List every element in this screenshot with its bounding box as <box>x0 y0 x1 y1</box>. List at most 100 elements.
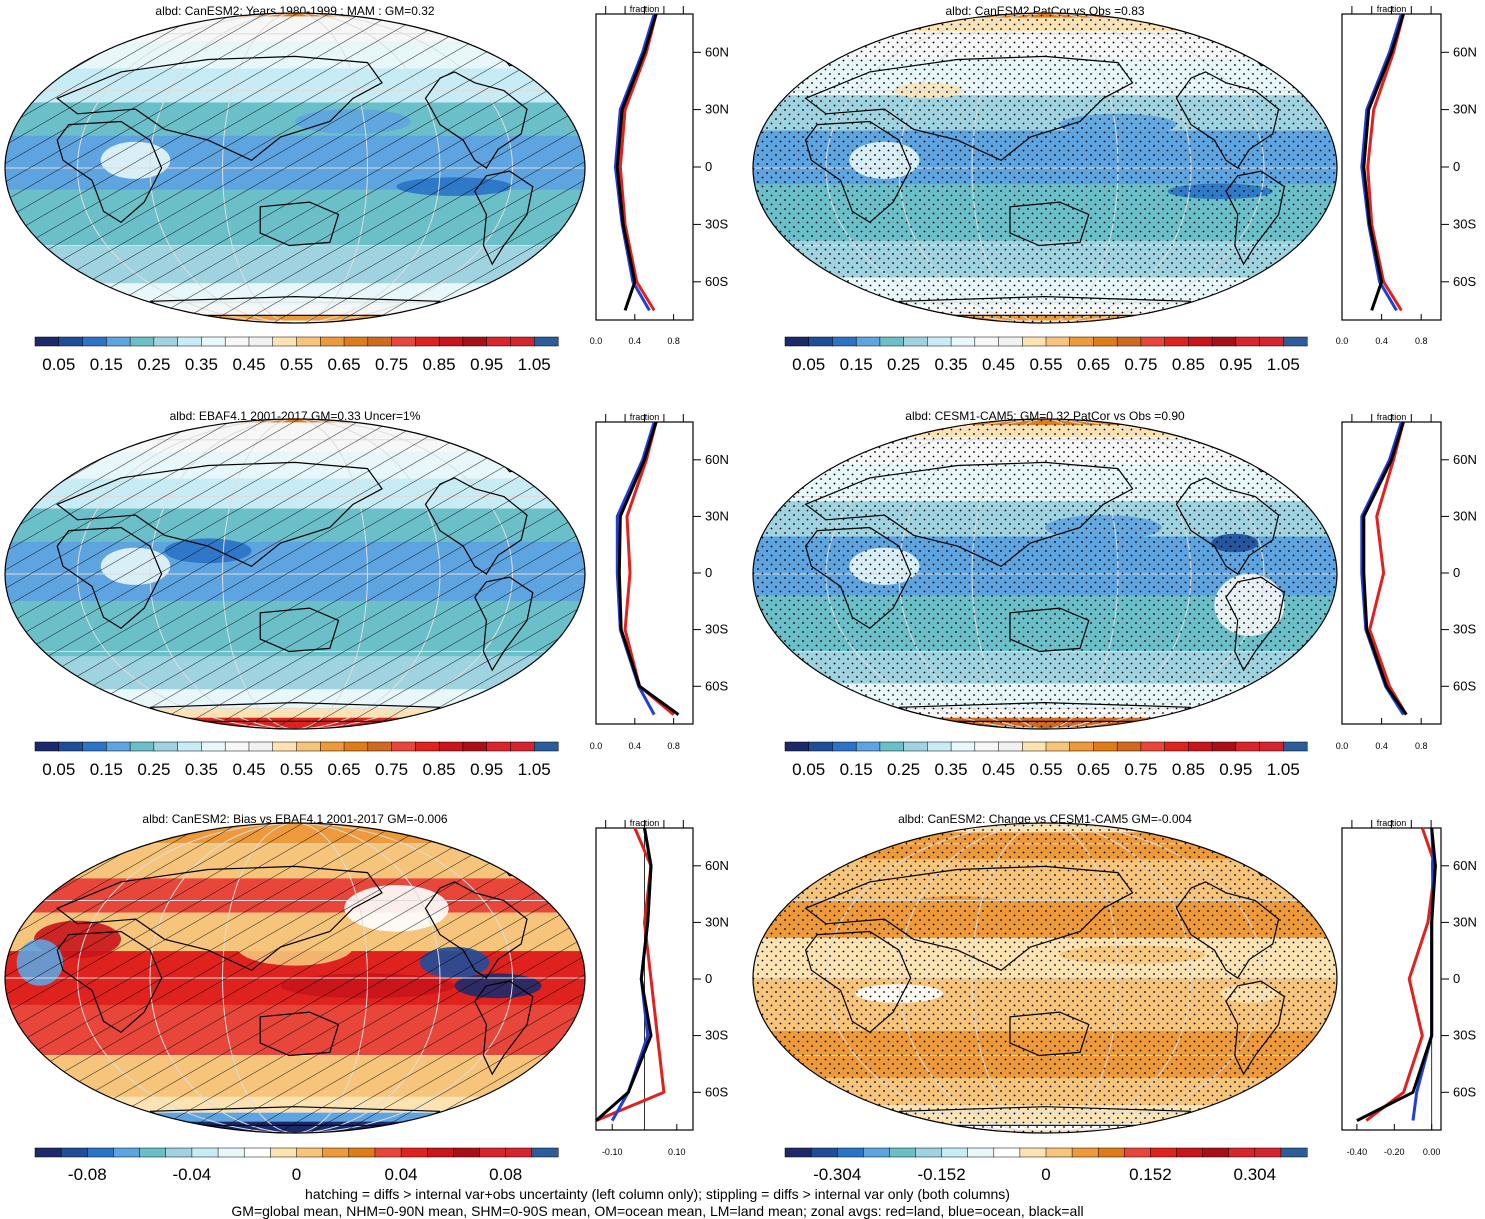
colorbar-swatch <box>510 336 535 347</box>
colorbar-swatch <box>1140 336 1166 347</box>
zonal-x-label: 0.0 <box>1336 336 1349 346</box>
colorbar-label: 0 <box>1041 1165 1050 1184</box>
colorbar-swatch <box>1045 336 1071 347</box>
colorbar-swatch <box>462 336 488 347</box>
colorbar-swatch <box>1283 336 1308 347</box>
colorbar-swatch <box>87 1147 115 1158</box>
colorbar-label: 0.152 <box>1129 1165 1172 1184</box>
colorbar-swatch <box>153 336 179 347</box>
zonal-line-all <box>595 827 653 1122</box>
colorbar-swatch <box>1211 336 1237 347</box>
colorbar-label: 0.55 <box>280 760 313 779</box>
zonal-lat-label: 30S <box>1453 216 1476 231</box>
zonal-lat-label: 30N <box>705 914 729 929</box>
colorbar-swatch <box>998 741 1023 752</box>
colorbar-swatch <box>1164 741 1189 752</box>
zonal-lat-label: 60N <box>705 858 729 873</box>
zonal-line-all <box>1362 421 1408 716</box>
panel-title: albd: EBAF4.1 2001-2017 GM=0.33 Uncer=1% <box>170 409 421 423</box>
colorbar-label: 0.05 <box>792 355 825 374</box>
colorbar-swatch <box>1116 741 1142 752</box>
panel-title: albd: CanESM2 PatCor vs Obs =0.83 <box>945 4 1144 18</box>
stippling-overlay <box>753 823 1337 1133</box>
footnote-abbreviations: GM=global mean, NHM=0-90N mean, SHM=0-90… <box>231 1203 1084 1219</box>
colorbar-swatch <box>1235 741 1261 752</box>
zonal-frame <box>595 421 694 725</box>
zonal-frame <box>1341 421 1442 725</box>
colorbar-swatch <box>808 741 834 752</box>
zonal-lat-label: 0 <box>1453 565 1460 580</box>
colorbar-swatch <box>808 336 834 347</box>
zonal-frame <box>595 13 694 321</box>
colorbar-label: 0.95 <box>1219 760 1252 779</box>
zonal-lat-label: 60S <box>1453 678 1476 693</box>
colorbar-label: 1.05 <box>1267 355 1300 374</box>
colorbar-label: 0.75 <box>375 760 408 779</box>
colorbar-label: 0.35 <box>185 760 218 779</box>
colorbar-swatch <box>950 741 976 752</box>
zonal-x-label: 0.00 <box>1423 1147 1441 1157</box>
colorbar-label: 0.25 <box>887 355 920 374</box>
colorbar-label: 0.15 <box>840 355 873 374</box>
map-field <box>753 13 1337 323</box>
colorbar: 0.05 0.15 0.25 0.35 0.45 0.55 0.65 0.75 0.85 0.95… <box>34 741 559 779</box>
colorbar-swatch <box>34 1147 62 1158</box>
colorbar-swatch <box>296 741 321 752</box>
colorbar-swatch <box>177 336 202 347</box>
zonal-x-label: 0.4 <box>1375 741 1388 751</box>
colorbar-swatch <box>129 336 155 347</box>
colorbar-swatch <box>486 741 511 752</box>
colorbar-swatch <box>879 336 905 347</box>
colorbar-label: 0.05 <box>792 760 825 779</box>
colorbar-swatch <box>343 741 369 752</box>
panel-2: albd: CanESM2 PatCor vs Obs =0.83 fractio… <box>752 4 1477 374</box>
colorbar-label: -0.152 <box>917 1165 965 1184</box>
colorbar-swatch <box>438 741 464 752</box>
colorbar-swatch <box>510 741 535 752</box>
colorbar-swatch <box>374 1147 402 1158</box>
colorbar-swatch <box>177 741 202 752</box>
zonal-lat-label: 60N <box>1453 452 1477 467</box>
colorbar-label: 0.35 <box>935 355 968 374</box>
colorbar-swatch <box>191 1147 219 1158</box>
colorbar-swatch <box>1164 336 1189 347</box>
colorbar-swatch <box>1022 741 1047 752</box>
colorbar-swatch <box>927 741 952 752</box>
colorbar-label: 0.65 <box>327 760 360 779</box>
colorbar-swatch <box>810 1147 838 1158</box>
colorbar-swatch <box>1259 741 1284 752</box>
colorbar-swatch <box>967 1147 995 1158</box>
colorbar-label: 0.25 <box>137 760 170 779</box>
colorbar-swatch <box>58 336 84 347</box>
colorbar-label: -0.08 <box>68 1165 107 1184</box>
colorbar-label: 0.304 <box>1234 1165 1277 1184</box>
zonal-lat-label: 60N <box>1453 44 1477 59</box>
colorbar-swatch <box>974 741 1000 752</box>
colorbar-swatch <box>784 741 810 752</box>
panel-4: albd: CESM1-CAM5: GM=0.32 PatCor vs Obs … <box>752 409 1477 779</box>
colorbar-swatch <box>832 741 857 752</box>
zonal-line-ocean <box>613 13 656 312</box>
colorbar-label: 0.35 <box>185 355 218 374</box>
zonal-line-all <box>1356 827 1437 1122</box>
zonal-x-label: 0.8 <box>667 741 680 751</box>
colorbar-swatch <box>1140 741 1166 752</box>
zonal-x-label: 0.0 <box>590 741 603 751</box>
zonal-lat-label: 60N <box>1453 858 1477 873</box>
zonal-x-label: 0.4 <box>1375 336 1388 346</box>
zonal-x-label: 0.8 <box>1415 741 1428 751</box>
stippling-overlay <box>753 13 1337 323</box>
colorbar-label: 0.65 <box>1077 355 1110 374</box>
hatching-overlay <box>5 13 585 323</box>
colorbar-label: -0.304 <box>813 1165 861 1184</box>
zonal-lat-label: 30S <box>705 1028 728 1043</box>
colorbar-label: 0.95 <box>1219 355 1252 374</box>
colorbar-label: 0 <box>292 1165 301 1184</box>
colorbar-swatch <box>832 336 857 347</box>
colorbar-label: 0.85 <box>1172 355 1205 374</box>
zonal-x-label: -0.10 <box>602 1147 623 1157</box>
colorbar-label: 0.05 <box>42 760 75 779</box>
